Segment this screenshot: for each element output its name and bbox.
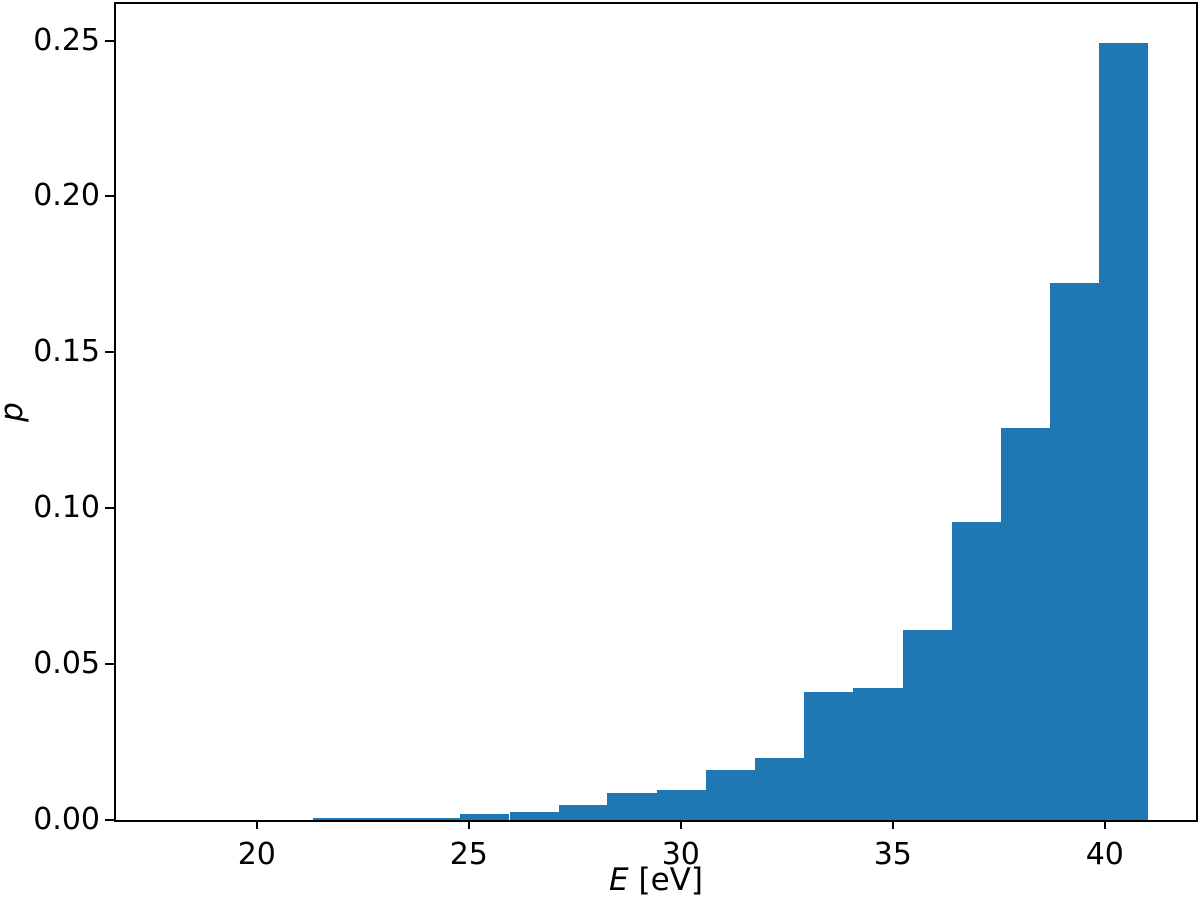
y-tick-label: 0.15 <box>33 334 100 370</box>
x-tick-label: 40 <box>1085 837 1124 872</box>
y-axis-label: p <box>0 390 30 434</box>
histogram-bar <box>1099 42 1149 820</box>
y-tick-label: 0.00 <box>33 802 100 837</box>
plot-area <box>116 4 1196 820</box>
histogram-bar <box>755 757 805 820</box>
y-tick <box>105 39 114 42</box>
y-tick-label: 0.05 <box>33 646 100 682</box>
histogram-bar <box>361 818 412 820</box>
y-tick <box>105 507 114 510</box>
histogram-bar <box>558 805 608 820</box>
histogram-bar <box>607 792 657 820</box>
histogram-bar <box>804 692 854 820</box>
histogram-bar <box>705 770 755 820</box>
histogram-bar <box>460 814 510 820</box>
x-tick <box>255 820 258 829</box>
x-tick-label: 35 <box>873 837 912 872</box>
x-axis-label: E [eV] <box>116 861 1196 899</box>
x-axis-variable: E <box>609 862 629 898</box>
x-tick-label: 25 <box>449 837 488 872</box>
y-tick <box>105 819 114 821</box>
x-tick <box>679 820 682 829</box>
x-tick-label: 20 <box>237 837 276 872</box>
x-tick <box>467 820 470 829</box>
histogram-bar <box>656 790 706 820</box>
y-tick <box>105 351 114 354</box>
y-tick <box>105 195 114 198</box>
y-tick-label: 0.20 <box>33 178 100 214</box>
histogram-bar <box>312 818 362 820</box>
x-tick <box>1103 820 1106 829</box>
x-tick-label: 30 <box>661 837 700 872</box>
y-tick-label: 0.10 <box>33 490 100 526</box>
histogram-bar <box>1050 283 1100 820</box>
y-tick <box>105 663 114 666</box>
histogram-bar <box>951 522 1001 820</box>
y-tick-label: 0.25 <box>33 22 100 58</box>
histogram-bar <box>411 818 461 820</box>
histogram-bar <box>853 688 903 820</box>
histogram-bar <box>902 629 952 820</box>
x-tick <box>891 820 894 829</box>
histogram-bar <box>509 811 559 820</box>
x-axis-unit: [eV] <box>628 862 703 898</box>
histogram-bar <box>1000 428 1051 820</box>
